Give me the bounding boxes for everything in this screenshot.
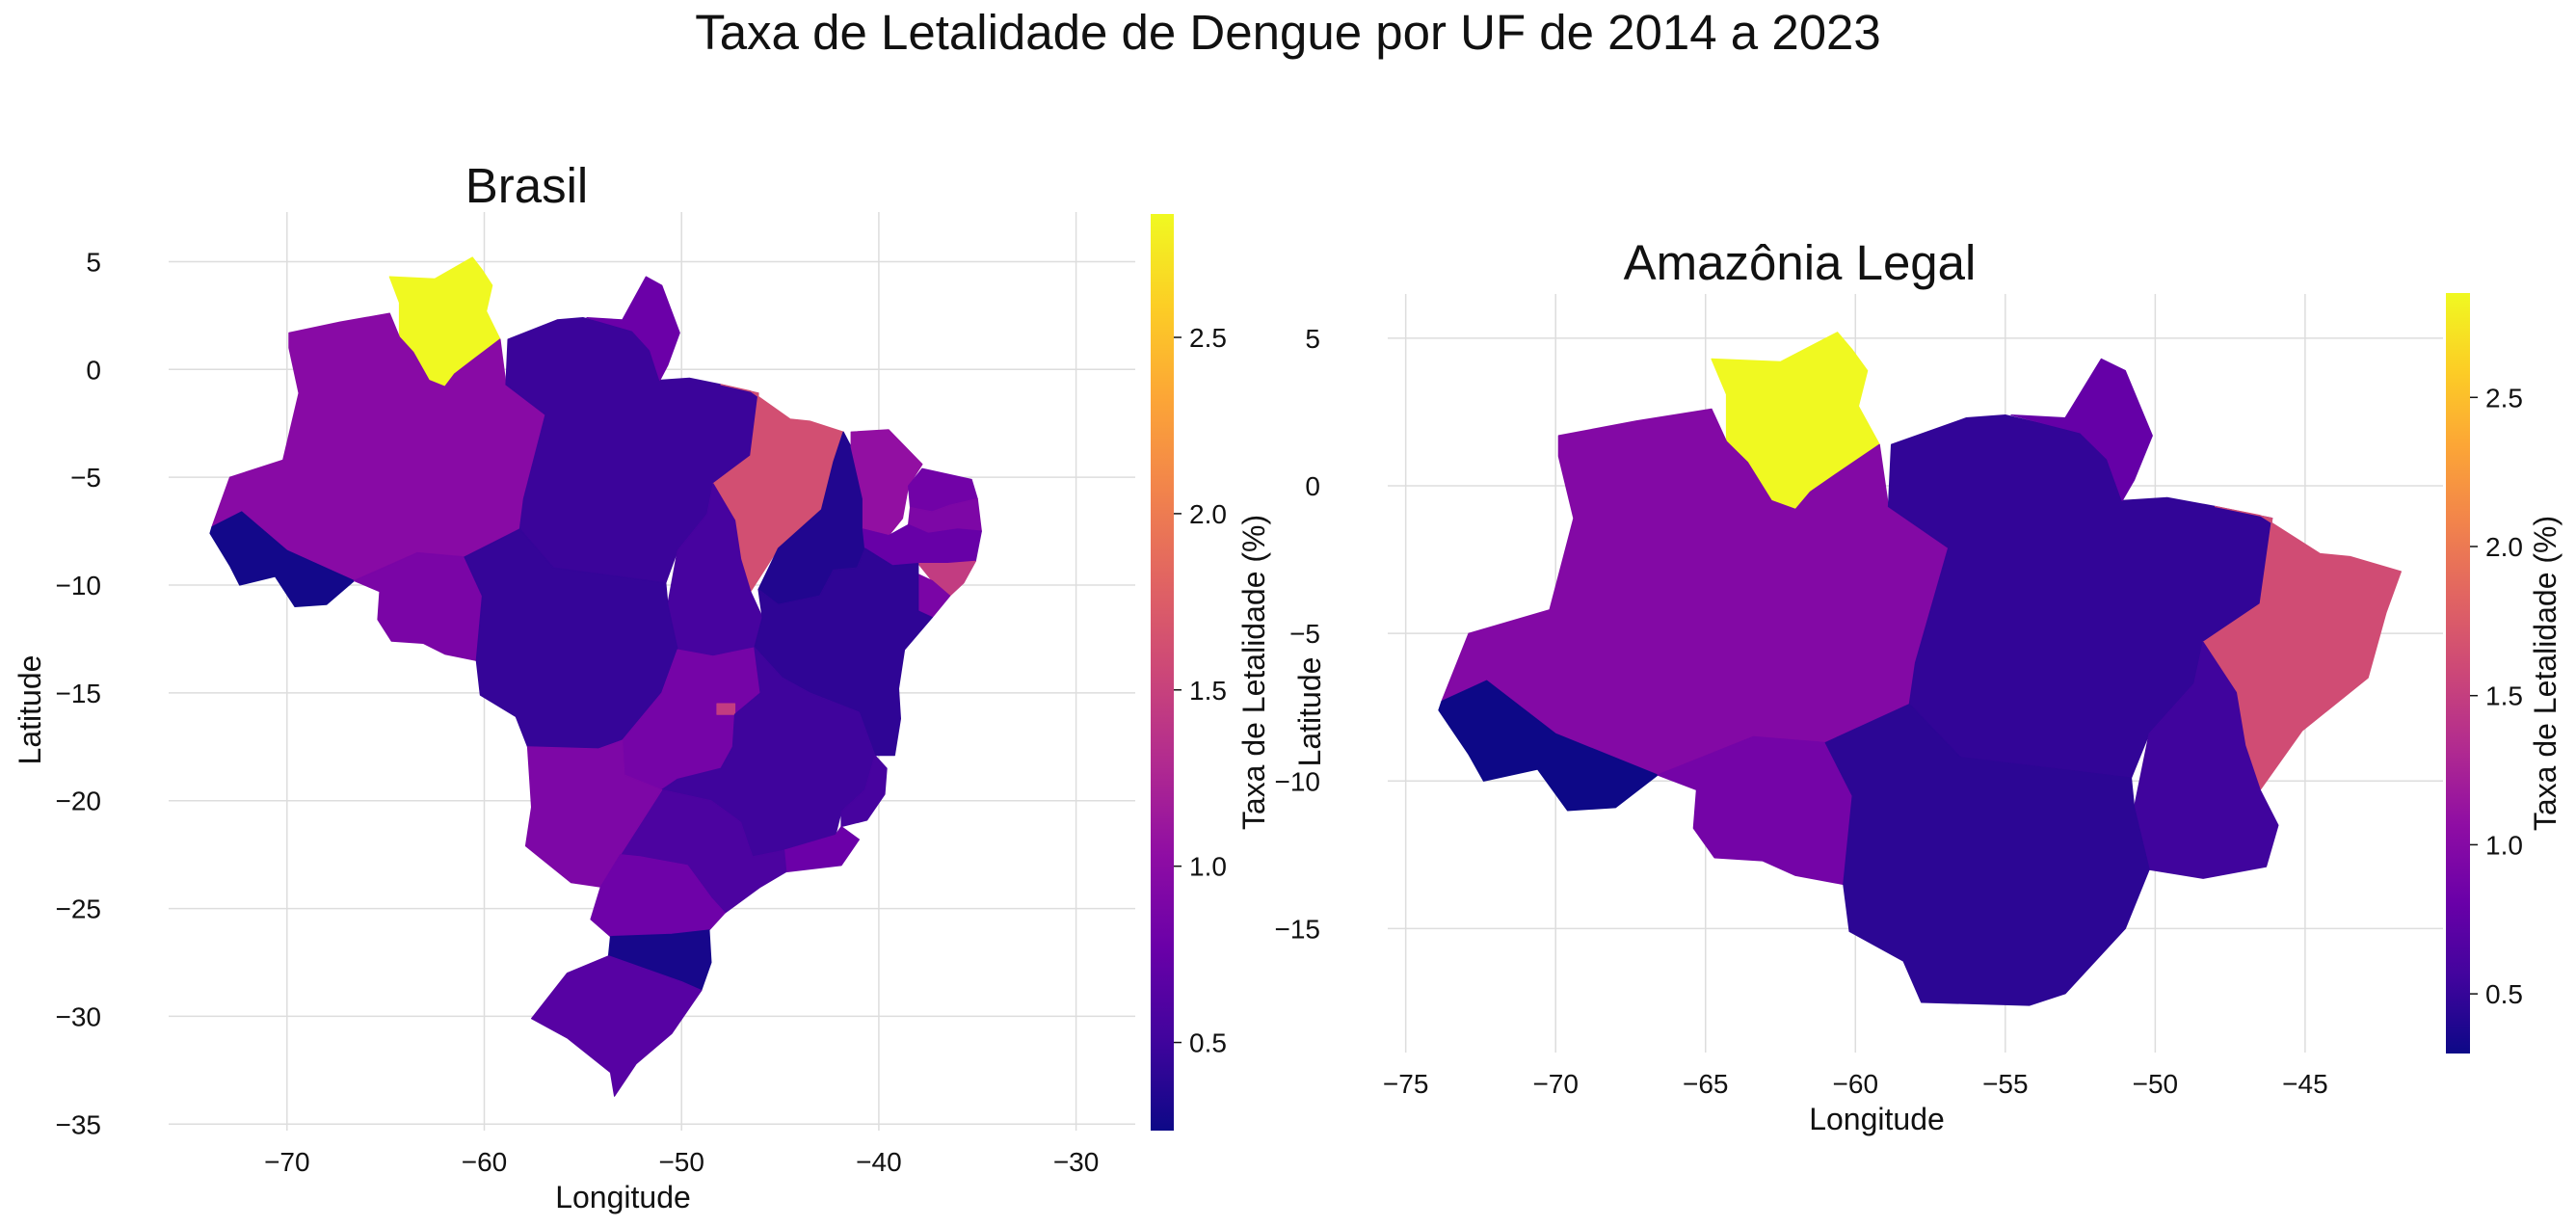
y-tick-label: −20 bbox=[56, 787, 102, 816]
x-tick-label: −60 bbox=[462, 1147, 508, 1177]
y-tick-label: −15 bbox=[56, 679, 102, 708]
y-tick-label: −30 bbox=[56, 1001, 102, 1031]
state-region-es bbox=[840, 755, 888, 828]
y-tick-label: −10 bbox=[1275, 766, 1321, 796]
colorbar-tick-label: 2.0 bbox=[2485, 532, 2523, 562]
colorbar-tick-label: 2.5 bbox=[1189, 323, 1227, 353]
map-panel-2: −75 −70 −65 −60 −55 −50 −45 5 0 −5 −10 −15 Amazônia … bbox=[1275, 235, 2563, 1136]
x-tick-label: −65 bbox=[1683, 1069, 1729, 1099]
colorbar-tick-label: 1.5 bbox=[2485, 681, 2523, 711]
x-axis-label: Longitude bbox=[1809, 1102, 1945, 1136]
colorbar-tick-label: 1.0 bbox=[1189, 852, 1227, 882]
x-tick-label: −50 bbox=[2133, 1069, 2179, 1099]
state-region-ro bbox=[1657, 735, 1853, 886]
state-region-ap bbox=[2010, 358, 2153, 501]
y-tick-label: −5 bbox=[70, 463, 101, 493]
x-axis-label: Longitude bbox=[555, 1180, 691, 1214]
y-tick-label: −35 bbox=[56, 1109, 102, 1139]
colorbar-tick-label: 2.0 bbox=[1189, 499, 1227, 529]
y-tick-label: −25 bbox=[56, 894, 102, 924]
colorbar-label: Taxa de Letalidade (%) bbox=[1236, 515, 1271, 830]
x-tick-label: −60 bbox=[1833, 1069, 1879, 1099]
colorbar bbox=[1151, 214, 1174, 1131]
panel-title: Amazônia Legal bbox=[1624, 235, 1977, 290]
colorbar-label: Taxa de Letalidade (%) bbox=[2528, 516, 2563, 831]
x-tick-label: −55 bbox=[1982, 1069, 2029, 1099]
state-region-ce bbox=[850, 429, 923, 537]
colorbar-tick-label: 2.5 bbox=[2485, 383, 2523, 413]
map-panel-1: −70 −60 −50 −40 −30 5 0 −5 −10 −15 −20 −25 −30 −35 Bra… bbox=[13, 158, 1271, 1214]
state-region-rs bbox=[531, 955, 703, 1097]
colorbar-tick-label: 1.0 bbox=[2485, 830, 2523, 860]
state-region-ac bbox=[1438, 680, 1659, 812]
y-tick-label: 5 bbox=[1305, 324, 1320, 354]
y-axis-label: Latitude bbox=[13, 655, 47, 765]
state-region-ma bbox=[2202, 505, 2402, 791]
x-tick-label: −75 bbox=[1383, 1069, 1429, 1099]
state-region-ap bbox=[586, 276, 680, 382]
state-region-df bbox=[716, 703, 736, 715]
colorbar bbox=[2446, 293, 2470, 1054]
figure-suptitle: Taxa de Letalidade de Dengue por UF de 2… bbox=[695, 5, 1881, 60]
y-tick-label: −5 bbox=[1289, 619, 1320, 649]
y-tick-label: 5 bbox=[86, 247, 101, 277]
x-tick-label: −30 bbox=[1053, 1147, 1100, 1177]
state-region-ac bbox=[209, 511, 355, 607]
y-tick-label: −15 bbox=[1275, 914, 1321, 944]
colorbar-tick-label: 0.5 bbox=[1189, 1028, 1227, 1058]
state-region-to bbox=[2134, 641, 2279, 879]
x-tick-label: −70 bbox=[264, 1147, 310, 1177]
y-tick-label: 0 bbox=[86, 355, 101, 385]
x-tick-label: −40 bbox=[856, 1147, 902, 1177]
colorbar-tick-label: 1.5 bbox=[1189, 676, 1227, 706]
x-tick-label: −45 bbox=[2282, 1069, 2328, 1099]
y-axis-label: Latitude bbox=[1292, 657, 1327, 767]
y-tick-label: −10 bbox=[56, 571, 102, 600]
colorbar-tick-label: 0.5 bbox=[2485, 979, 2523, 1009]
x-tick-label: −50 bbox=[658, 1147, 704, 1177]
y-tick-label: 0 bbox=[1305, 471, 1320, 501]
x-tick-label: −70 bbox=[1532, 1069, 1579, 1099]
state-region-mt bbox=[1824, 704, 2150, 1006]
panel-title: Brasil bbox=[465, 158, 589, 213]
state-region-ro bbox=[353, 551, 484, 661]
